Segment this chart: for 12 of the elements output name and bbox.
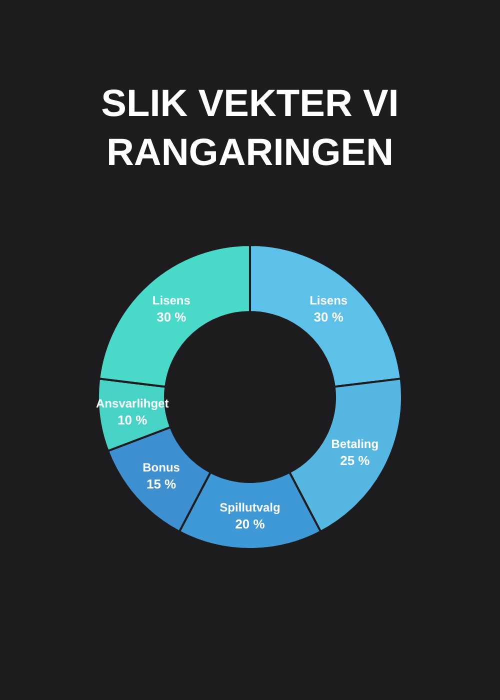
slice-label: Betaling bbox=[331, 437, 379, 452]
data-label: 30 % bbox=[156, 309, 187, 324]
data-label: 25 % bbox=[340, 453, 370, 468]
slice-label: Bonus bbox=[142, 460, 180, 475]
data-label: 15 % bbox=[146, 476, 177, 492]
data-label: 30 % bbox=[314, 309, 344, 324]
data-label: 10 % bbox=[118, 412, 148, 428]
chart-title: SLIK VEKTER VI RANGARINGEN bbox=[101, 83, 399, 174]
slice-label: Lisens bbox=[310, 293, 348, 308]
slice-label: Lisens bbox=[152, 293, 191, 308]
data-label: 20 % bbox=[235, 516, 266, 532]
slice-label: Spillutvalg bbox=[220, 500, 280, 514]
